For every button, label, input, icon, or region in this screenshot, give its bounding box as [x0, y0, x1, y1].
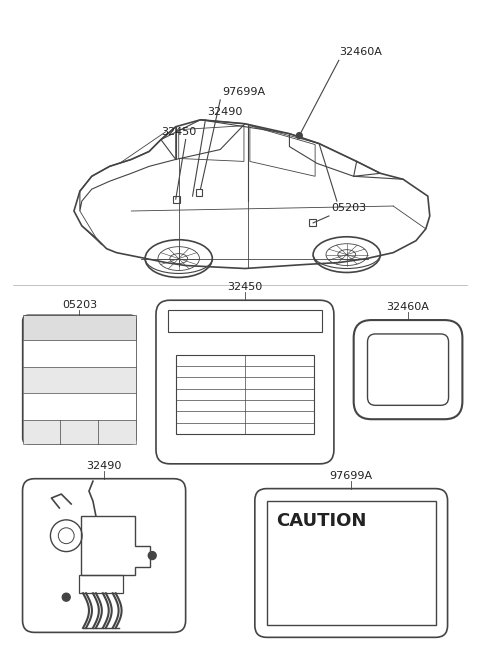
Text: 97699A: 97699A — [222, 87, 265, 97]
Text: 32490: 32490 — [86, 460, 122, 471]
Circle shape — [148, 552, 156, 559]
Bar — [23, 315, 136, 340]
Text: 32450: 32450 — [228, 282, 263, 292]
Bar — [176, 355, 314, 434]
Bar — [23, 367, 136, 394]
Bar — [23, 394, 136, 421]
Text: 32450: 32450 — [161, 126, 196, 137]
Circle shape — [296, 133, 302, 139]
Circle shape — [62, 593, 70, 601]
Text: 32460A: 32460A — [339, 47, 382, 57]
Text: CAUTION: CAUTION — [276, 512, 367, 531]
Text: 32490: 32490 — [207, 107, 243, 117]
Bar — [23, 421, 136, 444]
Bar — [267, 500, 436, 626]
Bar — [168, 310, 322, 332]
Text: 97699A: 97699A — [330, 471, 373, 481]
Bar — [173, 196, 180, 203]
Bar — [195, 189, 203, 196]
Text: 05203: 05203 — [62, 300, 97, 310]
Bar — [23, 340, 136, 367]
Text: 05203: 05203 — [331, 203, 366, 213]
Bar — [309, 219, 316, 226]
Text: 32460A: 32460A — [386, 302, 430, 312]
